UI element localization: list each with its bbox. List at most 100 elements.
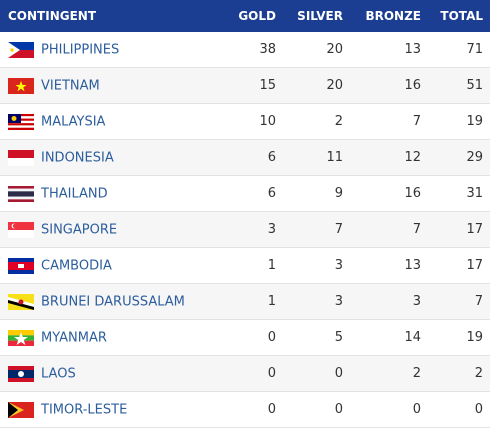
country-cell: TIMOR-LESTE	[0, 391, 220, 428]
medal-count: 16	[350, 175, 428, 212]
table-row: VIETNAM 15 20 16 51	[0, 67, 490, 104]
flag-shape	[8, 365, 34, 370]
country-name: VIETNAM	[41, 78, 100, 93]
medal-count: 31	[428, 175, 490, 212]
medal-count: 3	[220, 211, 283, 248]
table-row: LAOS 0 0 2 2	[0, 355, 490, 392]
medal-count: 7	[283, 211, 350, 248]
flag-shape	[10, 47, 14, 52]
country-name: PHILIPPINES	[41, 42, 120, 57]
medal-count: 7	[350, 103, 428, 140]
country-name: CAMBODIA	[41, 258, 112, 273]
flag-icon	[8, 401, 34, 418]
medal-count: 0	[220, 355, 283, 392]
medal-count: 7	[428, 283, 490, 320]
flag-icon	[8, 329, 34, 346]
medal-count: 29	[428, 139, 490, 176]
medal-count: 10	[220, 103, 283, 140]
flag-shape	[14, 331, 28, 345]
country-cell: VIETNAM	[0, 67, 220, 104]
medal-count: 12	[350, 139, 428, 176]
flag-icon	[8, 185, 34, 202]
country-name: SINGAPORE	[41, 222, 118, 237]
table-row: THAILAND 6 9 16 31	[0, 175, 490, 212]
flag-shape	[8, 401, 18, 418]
flag-shape	[8, 122, 34, 125]
table-row: MALAYSIA 10 2 7 19	[0, 103, 490, 140]
flag-shape	[12, 223, 18, 228]
medal-count: 0	[283, 391, 350, 428]
flag-shape	[8, 229, 34, 238]
flag-icon	[8, 221, 34, 238]
table-row: PHILIPPINES 38 20 13 71	[0, 32, 490, 68]
country-name: THAILAND	[41, 186, 108, 201]
medal-count: 5	[283, 319, 350, 356]
medal-count: 16	[350, 67, 428, 104]
flag-shape	[18, 370, 24, 377]
medal-count: 0	[350, 391, 428, 428]
flag-shape	[8, 221, 34, 230]
medal-count: 51	[428, 67, 490, 104]
medal-count: 0	[220, 319, 283, 356]
table-body: PHILIPPINES 38 20 13 71 VIETNAM 15 20 16 51 MALAYS…	[0, 32, 490, 428]
country-cell: PHILIPPINES	[0, 32, 220, 68]
flag-shape	[8, 149, 34, 158]
flag-shape	[8, 41, 34, 50]
country-cell: THAILAND	[0, 175, 220, 212]
medal-count: 2	[283, 103, 350, 140]
country-cell: CAMBODIA	[0, 247, 220, 284]
medal-count: 20	[283, 32, 350, 68]
country-name: MALAYSIA	[41, 114, 106, 129]
medal-count: 13	[350, 32, 428, 68]
flag-shape	[8, 198, 34, 202]
medal-count: 3	[283, 247, 350, 284]
flag-shape	[8, 377, 34, 382]
medal-count: 3	[350, 283, 428, 320]
medal-count: 1	[220, 247, 283, 284]
country-cell: SINGAPORE	[0, 211, 220, 248]
medal-count: 0	[220, 391, 283, 428]
table-row: SINGAPORE 3 7 7 17	[0, 211, 490, 248]
country-cell: INDONESIA	[0, 139, 220, 176]
flag-icon	[8, 77, 34, 94]
medal-count: 3	[283, 283, 350, 320]
flag-shape	[8, 299, 34, 310]
medal-count: 0	[428, 391, 490, 428]
flag-shape	[8, 269, 34, 274]
flag-shape	[15, 80, 27, 91]
flag-icon	[8, 293, 34, 310]
column-header: TOTAL	[428, 0, 490, 32]
medal-count: 9	[283, 175, 350, 212]
flag-icon	[8, 257, 34, 274]
country-cell: MYANMAR	[0, 319, 220, 356]
country-name: LAOS	[41, 366, 76, 381]
column-header: GOLD	[220, 0, 283, 32]
flag-shape	[8, 124, 34, 128]
medal-count: 1	[220, 283, 283, 320]
medal-count: 13	[350, 247, 428, 284]
flag-shape	[8, 127, 34, 130]
flag-icon	[8, 365, 34, 382]
medal-count: 20	[283, 67, 350, 104]
header-row: CONTINGENT GOLD SILVER BRONZE TOTAL	[0, 0, 490, 32]
country-name: MYANMAR	[41, 330, 107, 345]
flag-shape	[18, 263, 24, 268]
flag-icon	[8, 113, 34, 130]
medal-count: 15	[220, 67, 283, 104]
medal-count: 11	[283, 139, 350, 176]
country-name: BRUNEI DARUSSALAM	[41, 294, 185, 309]
flag-shape	[8, 257, 34, 262]
medal-count: 17	[428, 211, 490, 248]
column-header: SILVER	[283, 0, 350, 32]
table-row: TIMOR-LESTE 0 0 0 0	[0, 391, 490, 428]
table-row: BRUNEI DARUSSALAM 1 3 3 7	[0, 283, 490, 320]
country-cell: BRUNEI DARUSSALAM	[0, 283, 220, 320]
medal-count: 2	[428, 355, 490, 392]
flag-shape	[11, 115, 17, 121]
flag-icon	[8, 41, 34, 58]
flag-shape	[8, 157, 34, 166]
medal-count: 71	[428, 32, 490, 68]
medal-count: 6	[220, 139, 283, 176]
